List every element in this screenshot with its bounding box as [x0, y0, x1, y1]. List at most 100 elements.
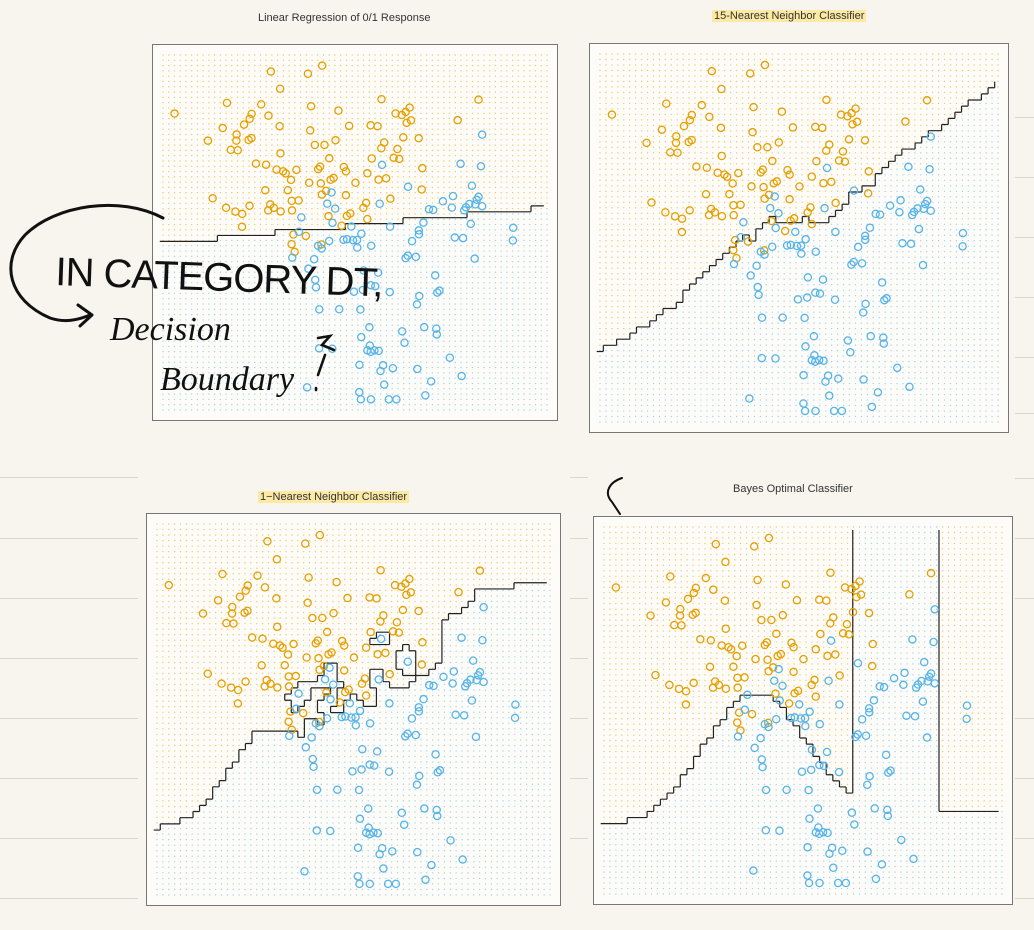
grid-dot — [299, 107, 302, 109]
grid-dot — [534, 107, 537, 109]
grid-dot — [259, 176, 262, 178]
grid-dot — [523, 181, 525, 183]
grid-dot — [305, 393, 307, 395]
grid-dot — [403, 234, 405, 236]
grid-dot — [488, 377, 491, 379]
grid-dot — [443, 170, 445, 173]
grid-dot — [219, 303, 222, 305]
point-blue — [377, 160, 387, 170]
grid-dot — [500, 271, 502, 273]
grid-dot — [483, 319, 485, 321]
grid-dot — [454, 388, 456, 390]
grid-dot — [299, 250, 302, 252]
grid-dot — [471, 154, 474, 157]
grid-dot — [357, 128, 359, 130]
point-blue — [477, 201, 487, 211]
grid-dot — [385, 154, 388, 157]
grid-dot — [231, 107, 233, 109]
grid-dot — [425, 59, 428, 61]
grid-dot — [351, 250, 353, 252]
grid-dot — [529, 59, 531, 61]
grid-dot — [311, 234, 313, 236]
grid-dot — [599, 124, 601, 127]
grid-dot — [529, 313, 531, 316]
grid-dot — [311, 170, 313, 173]
grid-dot — [466, 186, 468, 189]
grid-dot — [276, 298, 279, 300]
grid-dot — [213, 70, 216, 72]
grid-dot — [368, 107, 371, 109]
grid-dot — [529, 260, 531, 263]
grid-dot — [500, 160, 502, 162]
grid-dot — [605, 245, 607, 247]
grid-dot — [322, 133, 325, 136]
grid-dot — [529, 245, 531, 247]
grid-dot — [534, 250, 537, 252]
grid-dot — [500, 96, 502, 99]
grid-dot — [254, 260, 256, 263]
grid-dot — [288, 324, 290, 326]
grid-dot — [385, 75, 388, 77]
grid-dot — [511, 388, 514, 390]
grid-dot — [529, 308, 531, 311]
grid-dot — [414, 287, 416, 289]
grid-dot — [162, 292, 164, 295]
grid-dot — [265, 345, 267, 348]
grid-dot — [511, 255, 514, 258]
grid-dot — [397, 202, 399, 205]
grid-dot — [391, 366, 393, 369]
point-blue — [414, 230, 424, 239]
grid-dot — [511, 112, 514, 114]
grid-dot — [242, 186, 244, 189]
grid-dot — [529, 139, 531, 141]
grid-dot — [403, 192, 405, 194]
grid-dot — [213, 59, 216, 61]
grid-dot — [483, 64, 485, 67]
grid-dot — [254, 75, 256, 77]
grid-dot — [311, 112, 313, 114]
grid-dot — [448, 165, 451, 167]
point-blue — [401, 253, 410, 263]
grid-dot — [420, 154, 422, 157]
point-orange — [379, 138, 389, 147]
grid-dot — [168, 165, 170, 167]
grid-dot — [471, 186, 474, 189]
grid-dot — [397, 282, 399, 284]
grid-dot — [443, 59, 445, 61]
grid-dot — [242, 86, 244, 88]
grid-dot — [219, 64, 222, 67]
grid-dot — [374, 112, 376, 114]
grid-dot — [546, 123, 548, 125]
grid-dot — [408, 366, 411, 369]
grid-dot — [248, 398, 250, 401]
grid-dot — [311, 154, 313, 157]
grid-dot — [448, 329, 451, 332]
grid-dot — [185, 70, 187, 72]
grid-dot — [494, 382, 497, 385]
grid-dot — [362, 207, 365, 210]
grid-dot — [391, 133, 393, 136]
grid-dot — [506, 229, 508, 231]
grid-dot — [460, 298, 462, 300]
grid-dot — [540, 361, 542, 364]
grid-dot — [294, 250, 296, 252]
grid-dot — [208, 223, 210, 226]
grid-dot — [339, 303, 342, 305]
grid-dot — [471, 86, 474, 88]
grid-dot — [305, 313, 307, 316]
grid-dot — [236, 154, 239, 157]
grid-dot — [471, 117, 474, 120]
grid-dot — [374, 287, 376, 289]
grid-dot — [517, 266, 520, 268]
grid-dot — [185, 160, 187, 162]
grid-dot — [242, 377, 244, 379]
grid-dot — [534, 101, 537, 104]
grid-dot — [605, 119, 607, 121]
grid-dot — [540, 382, 542, 385]
grid-dot — [529, 271, 531, 273]
grid-dot — [466, 260, 468, 263]
grid-dot — [471, 192, 474, 194]
grid-dot — [420, 149, 422, 152]
grid-dot — [276, 303, 279, 305]
grid-dot — [471, 292, 474, 295]
